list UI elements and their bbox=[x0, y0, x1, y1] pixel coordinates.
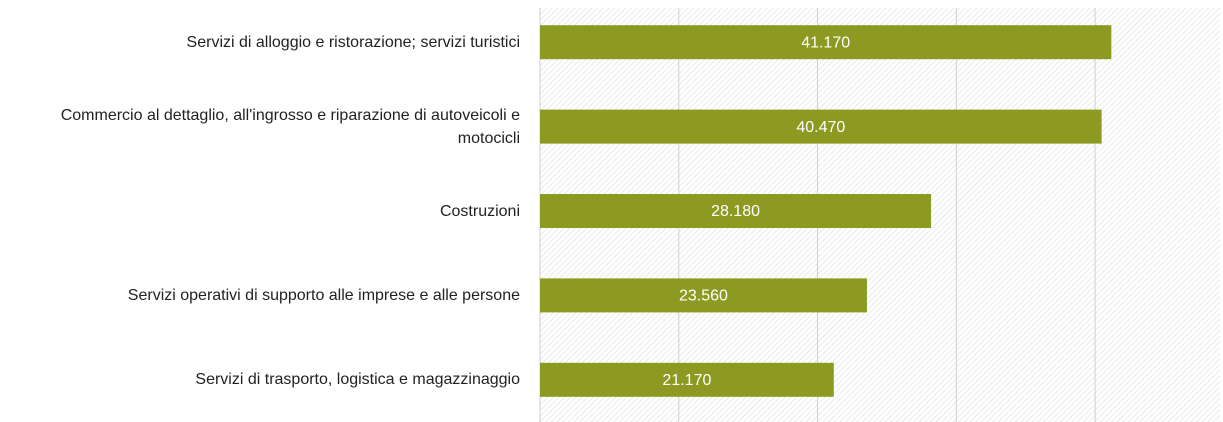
category-label: Servizi di alloggio e ristorazione; serv… bbox=[186, 33, 520, 51]
value-label: 23.560 bbox=[679, 288, 728, 305]
category-label: Commercio al dettaglio, all'ingrosso e r… bbox=[60, 106, 520, 147]
category-label: Servizi di trasporto, logistica e magazz… bbox=[195, 371, 520, 389]
bar bbox=[540, 25, 1112, 60]
bar bbox=[540, 278, 867, 313]
value-label: 21.170 bbox=[662, 372, 711, 389]
category-label: Servizi operativi di supporto alle impre… bbox=[127, 286, 520, 304]
value-label: 40.470 bbox=[796, 119, 845, 136]
bar bbox=[540, 362, 834, 397]
value-label: 28.180 bbox=[711, 203, 760, 220]
category-label: Costruzioni bbox=[439, 202, 520, 220]
value-label: 41.170 bbox=[801, 34, 850, 51]
bar bbox=[540, 109, 1102, 144]
bar bbox=[540, 194, 932, 228]
